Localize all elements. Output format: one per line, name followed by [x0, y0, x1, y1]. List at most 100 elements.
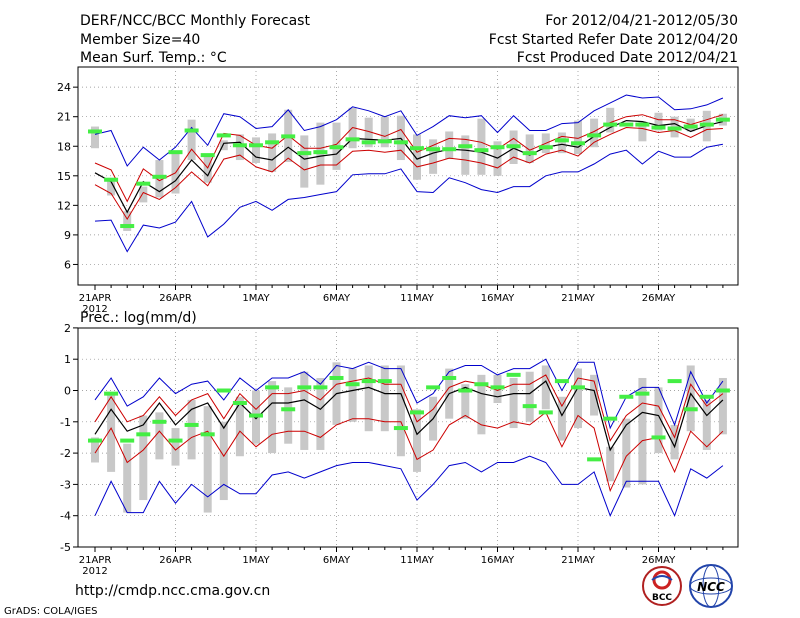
ensemble-box: [380, 116, 389, 148]
ensemble-box: [187, 399, 196, 460]
ensemble-box: [187, 119, 196, 161]
median-marker: [554, 379, 569, 384]
x-tick-label: 16MAY: [481, 555, 515, 566]
median-marker: [571, 385, 585, 390]
ncc-logo-text: NCC: [697, 580, 725, 594]
median-marker: [168, 438, 183, 443]
ensemble-box: [654, 387, 663, 454]
ensemble-box: [718, 377, 727, 435]
ensemble-box: [300, 371, 309, 450]
ensemble-box: [622, 418, 631, 488]
median-marker: [699, 394, 714, 399]
ensemble-box: [364, 365, 373, 432]
temperature-panel: 6 9 12 15 18 21 24 21APR 26APR 1MAY 6MAY 11MAY 16MAY…: [57, 66, 739, 315]
x-year-label: 2012: [82, 566, 107, 577]
ensemble-box: [461, 384, 470, 419]
plot-frame: [77, 327, 739, 548]
ensemble-box: [429, 139, 438, 174]
median-marker: [216, 388, 231, 393]
y-tick-label: 15: [57, 170, 71, 183]
ensemble-box: [203, 406, 212, 513]
median-marker: [635, 122, 650, 127]
median-marker: [297, 385, 312, 390]
ensemble-box: [525, 134, 534, 163]
ensemble-box: [171, 428, 180, 466]
median-marker: [619, 394, 634, 399]
median-marker: [587, 133, 602, 138]
fcst-start-date: Fcst Started Refer Date 2012/04/20: [489, 32, 738, 48]
median-marker: [393, 426, 408, 431]
ensemble-box: [316, 377, 325, 450]
median-marker: [587, 457, 602, 462]
median-marker: [200, 432, 215, 437]
median-marker: [249, 143, 263, 148]
median-marker: [522, 404, 537, 409]
ensemble-box: [123, 211, 132, 231]
median-marker: [538, 145, 553, 150]
median-marker: [538, 410, 553, 415]
median-marker: [619, 122, 634, 127]
ensemble-box: [477, 118, 486, 175]
median-marker: [297, 151, 312, 156]
median-marker: [603, 416, 618, 421]
min-line: [94, 455, 724, 518]
median-marker: [410, 146, 424, 151]
median-marker: [393, 140, 408, 145]
median-marker: [281, 134, 296, 139]
ensemble-box: [123, 443, 132, 513]
median-marker: [377, 379, 392, 384]
ensemble-box: [590, 118, 599, 148]
x-year-label: 2012: [82, 304, 107, 315]
ensemble-box: [268, 133, 277, 172]
x-tick-label: 16MAY: [481, 293, 515, 304]
median-marker: [442, 147, 457, 152]
ensemble-box: [590, 374, 599, 416]
median-marker: [88, 438, 102, 443]
median-marker: [377, 139, 392, 144]
ensemble-box: [654, 112, 663, 131]
median-marker: [683, 407, 698, 412]
precipitation-panel: -5 -4 -3 -2 -1 0 1 2 21APR 26APR 1MAY 6MAY 11MAY 16MA…: [60, 322, 739, 577]
ensemble-box: [107, 177, 116, 196]
median-marker: [313, 150, 328, 155]
median-marker: [474, 148, 489, 153]
median-marker: [458, 388, 473, 393]
y-tick-label: -5: [60, 541, 71, 554]
x-tick-label: 26APR: [159, 293, 192, 304]
y-tick-label: 0: [64, 385, 71, 398]
bcc-logo-text: BCC: [652, 593, 672, 603]
max-line: [94, 94, 724, 167]
median-marker: [635, 391, 650, 396]
ensemble-box: [268, 381, 277, 454]
median-marker: [345, 137, 360, 142]
x-tick-label: 11MAY: [400, 293, 434, 304]
x-tick-label: 6MAY: [323, 293, 351, 304]
y-tick-label: -2: [60, 447, 71, 460]
ensemble-box: [525, 371, 534, 422]
forecast-range: For 2012/04/21-2012/05/30: [545, 13, 738, 29]
ensemble-box: [413, 409, 421, 472]
grads-credit: GrADS: COLA/IGES: [4, 606, 98, 617]
ensemble-box: [445, 131, 454, 160]
median-marker: [522, 151, 537, 156]
median-marker: [136, 181, 151, 186]
ensemble-mean-line: [94, 380, 724, 452]
ensemble-box: [541, 365, 550, 410]
median-marker: [426, 385, 441, 390]
ensemble-box: [91, 437, 99, 463]
median-marker: [152, 419, 167, 424]
median-marker: [232, 143, 247, 148]
x-tick-label: 21MAY: [561, 293, 595, 304]
ensemble-box: [219, 140, 228, 151]
median-marker: [683, 124, 698, 129]
median-marker: [184, 422, 199, 427]
x-tick-label: 26MAY: [642, 293, 676, 304]
ensemble-box: [574, 368, 582, 429]
y-tick-label: -3: [60, 478, 71, 491]
ensemble-box: [638, 377, 647, 485]
x-tick-label: 26APR: [159, 555, 192, 566]
x-tick-label: 1MAY: [242, 293, 270, 304]
median-marker: [667, 126, 682, 131]
ensemble-mean-line: [94, 119, 724, 214]
upper-spread-line: [94, 374, 724, 442]
